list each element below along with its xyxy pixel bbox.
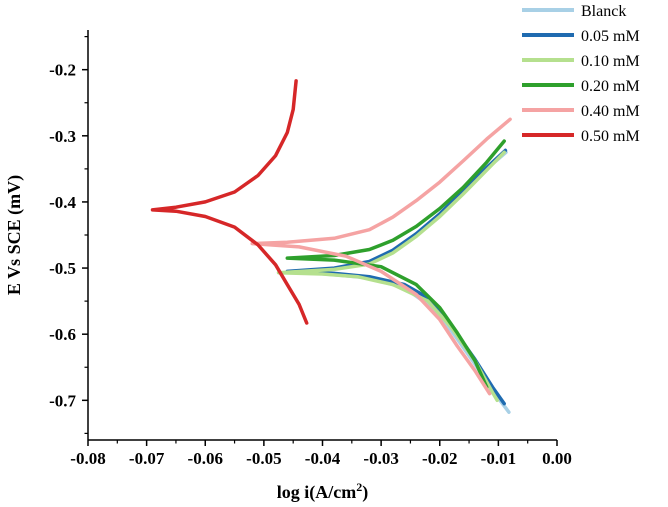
x-tick-label: -0.08 (70, 449, 105, 468)
legend-label: 0.40 mM (581, 103, 640, 120)
plot-area (150, 79, 512, 414)
series-line-3 (285, 139, 506, 389)
x-tick-label: -0.06 (188, 449, 223, 468)
y-axis-title: E Vs SCE (mV) (4, 175, 25, 295)
legend-label: Blanck (581, 3, 626, 20)
y-tick-label: -0.5 (49, 259, 76, 278)
y-tick-label: -0.2 (49, 61, 76, 80)
x-ticks: -0.08 -0.07 -0.06 -0.05 -0.04 -0.03 -0.02 -0.01… (70, 440, 572, 468)
x-tick-label: -0.05 (246, 449, 281, 468)
legend: Blanck 0.05 mM 0.10 mM 0.20 mM 0.40 mM 0.50 m… (522, 3, 640, 145)
y-tick-label: -0.3 (49, 127, 76, 146)
x-tick-label: -0.02 (422, 449, 457, 468)
y-tick-label: -0.6 (49, 325, 76, 344)
x-tick-label: -0.04 (305, 449, 341, 468)
legend-label: 0.10 mM (581, 53, 640, 70)
y-ticks: -0.2 -0.3 -0.4 -0.5 -0.6 -0.7 (49, 36, 88, 434)
series-line-5 (150, 79, 309, 325)
x-tick-label: -0.07 (129, 449, 165, 468)
y-tick-label: -0.7 (49, 391, 76, 410)
series-line-4 (250, 117, 512, 396)
y-tick-label: -0.4 (49, 193, 76, 212)
legend-label: 0.05 mM (581, 28, 640, 45)
x-axis-title: log i(A/cm2) (277, 480, 368, 503)
x-tick-label: -0.01 (481, 449, 516, 468)
legend-label: 0.50 mM (581, 128, 640, 145)
x-tick-label: 0.00 (542, 449, 572, 468)
legend-label: 0.20 mM (581, 78, 640, 95)
x-tick-label: -0.03 (363, 449, 398, 468)
